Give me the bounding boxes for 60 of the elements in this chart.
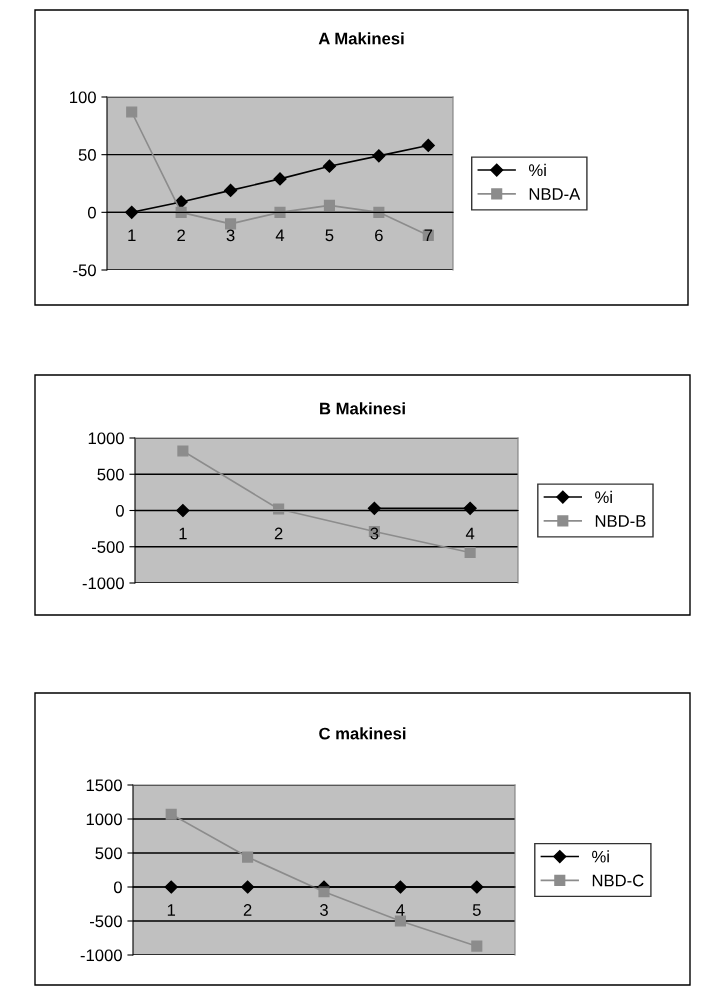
point [463, 501, 477, 515]
point [175, 206, 187, 218]
point [274, 206, 286, 218]
point [471, 940, 483, 952]
x-tick-label: 1 [167, 904, 176, 916]
y-tick-label: -1000 [82, 577, 124, 590]
point [273, 172, 287, 186]
x-tick-label: 1 [128, 229, 136, 242]
y-tick-label: 500 [97, 468, 124, 481]
point [225, 218, 237, 230]
legend-label: NBD-C [592, 874, 644, 887]
y-tick-label: -50 [73, 264, 96, 277]
y-tick-label: 1000 [88, 432, 124, 445]
y-tick-label: 0 [87, 206, 96, 219]
x-tick-label: 2 [274, 527, 283, 540]
x-tick-label: 6 [375, 229, 383, 242]
point [126, 106, 138, 118]
point [176, 503, 190, 518]
x-tick-label: 4 [396, 904, 405, 916]
x-tick-label: 1 [179, 527, 187, 540]
x-tick-label: 3 [226, 229, 235, 242]
point [394, 915, 406, 927]
legend-label: %i [595, 490, 612, 503]
y-tick-label: 1000 [86, 813, 122, 826]
legend-label: %i [528, 163, 546, 176]
x-tick-label: 3 [320, 904, 328, 916]
x-tick-label: 3 [370, 527, 379, 540]
x-tick-label: 7 [424, 229, 433, 242]
point [373, 206, 385, 218]
x-tick-label: 4 [275, 229, 285, 242]
y-tick-label: 50 [78, 149, 96, 161]
y-tick-label: -1000 [80, 949, 122, 962]
point [322, 159, 337, 173]
y-tick-label: 100 [70, 91, 96, 104]
x-tick-label: 2 [243, 904, 252, 916]
x-tick-label: 5 [472, 904, 481, 916]
point [242, 851, 254, 863]
legend-label: NBD-B [595, 515, 646, 527]
y-tick-label: -500 [91, 541, 124, 553]
chart-title: C makinesi [319, 727, 406, 740]
chart-title: B Makinesi [320, 402, 405, 415]
point [421, 138, 435, 153]
point [165, 808, 177, 820]
legend-label: %i [592, 850, 609, 863]
point [323, 199, 335, 211]
point [464, 546, 476, 559]
y-tick-label: -500 [89, 915, 122, 928]
y-tick-label: 0 [115, 504, 124, 517]
legend-label: NBD-A [529, 188, 581, 200]
point [223, 183, 238, 198]
y-tick-label: 0 [113, 881, 122, 894]
y-tick-label: 1500 [86, 779, 122, 792]
point [372, 149, 386, 163]
x-tick-label: 5 [325, 229, 334, 242]
x-tick-label: 4 [465, 527, 475, 540]
x-tick-label: 2 [177, 229, 185, 242]
chart-title: A Makinesi [318, 32, 404, 45]
y-tick-label: 500 [95, 847, 122, 860]
point [177, 445, 189, 457]
point [273, 503, 285, 515]
